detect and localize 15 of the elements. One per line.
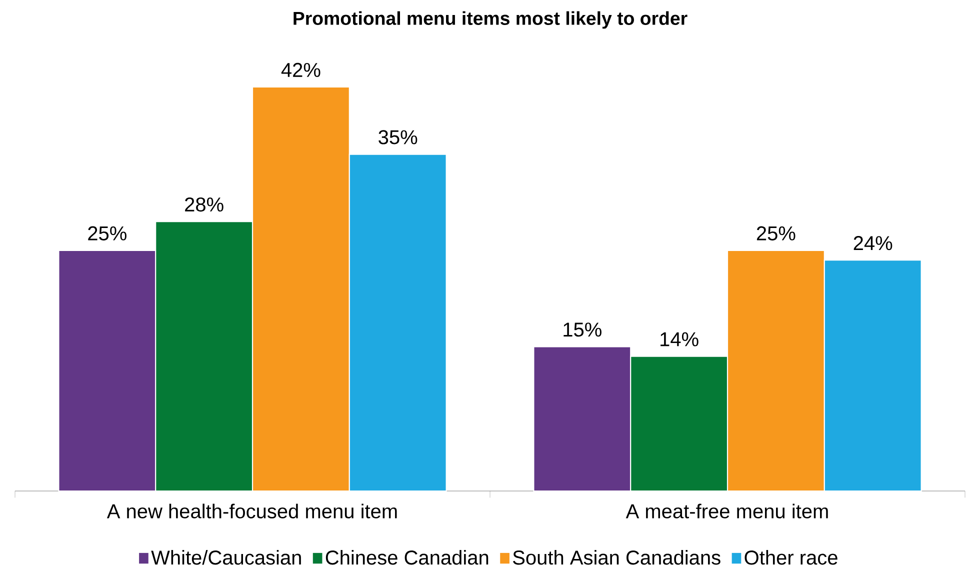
legend-label: Chinese Canadian [326,550,488,565]
data-label: 25% [88,226,126,240]
data-label: 15% [564,322,602,337]
data-label: 25% [756,226,796,240]
data-label: 35% [378,130,418,144]
x-tick-label: A meat-free menu item [626,504,828,518]
x-tick-label: A new health-focused menu item [106,504,397,518]
data-label: 28% [185,197,224,212]
chart-title: Promotional menu items most likely to order [294,11,688,29]
data-label: 42% [281,62,320,77]
legend-label: White/Caucasian [151,550,301,565]
data-label: 24% [854,236,892,250]
data-label: 14% [660,332,698,346]
legend-label: Other race [744,550,838,565]
legend-label: South Asian Canadians [513,550,720,565]
